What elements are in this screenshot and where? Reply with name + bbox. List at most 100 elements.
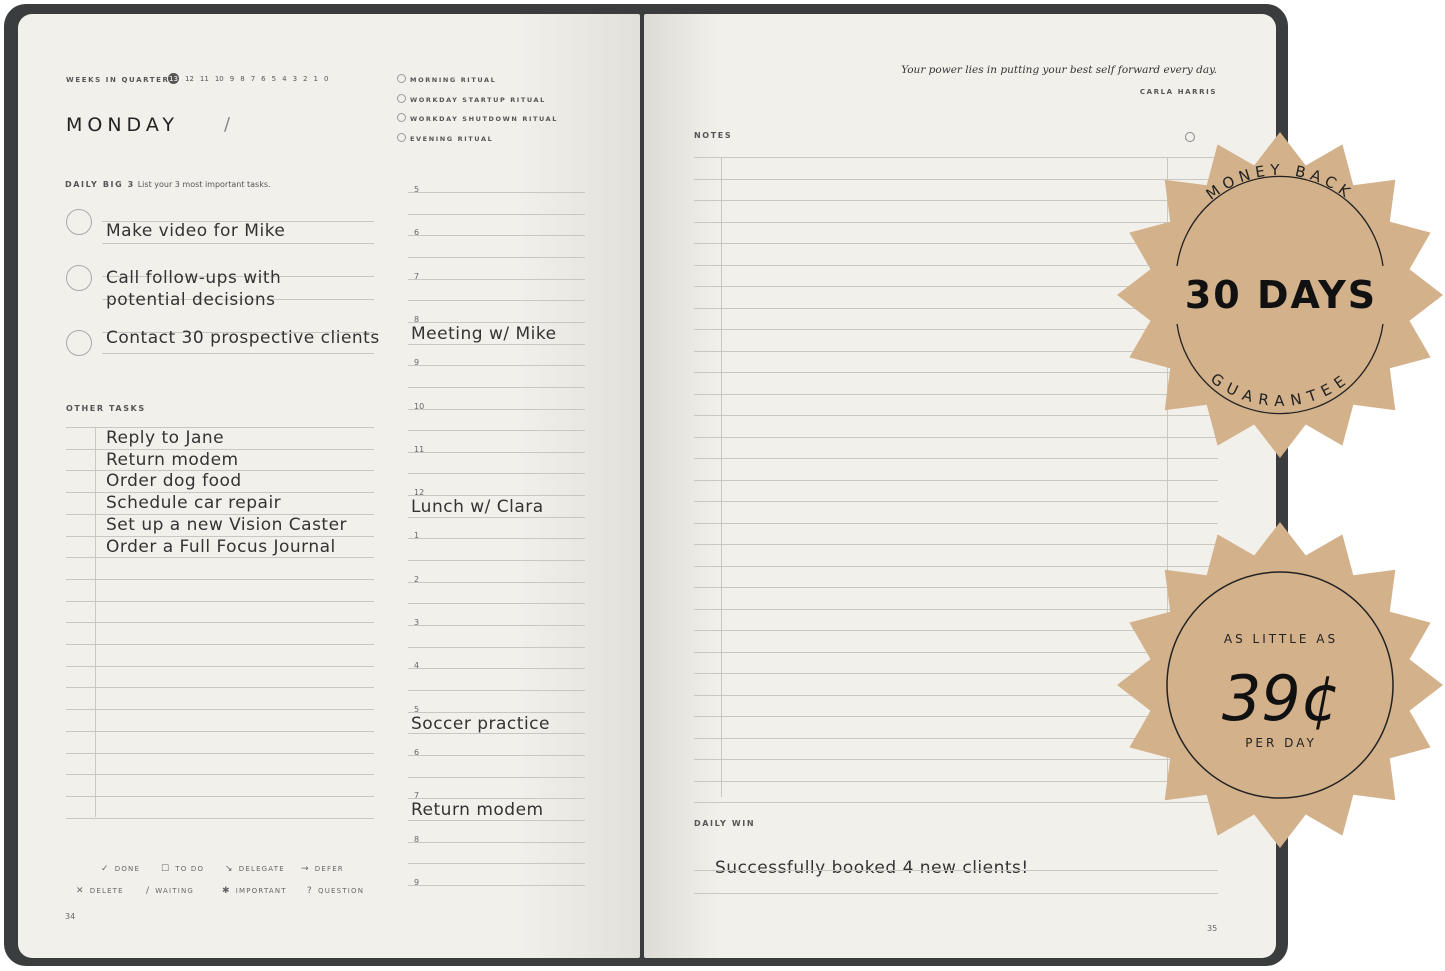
ritual-label: MORNING RITUAL <box>410 76 497 84</box>
daily-win-label: DAILY WIN <box>694 819 756 828</box>
hour-label: 12 <box>414 488 425 498</box>
page-number: 35 <box>1207 924 1218 933</box>
hour-label: 8 <box>414 834 420 844</box>
legend-item: ? QUESTION <box>307 878 364 897</box>
week-number: 11 <box>199 74 209 83</box>
legend-item: ✓ DONE <box>101 856 140 875</box>
ritual-item[interactable]: MORNING RITUAL <box>397 74 558 94</box>
other-task: Set up a new Vision Caster <box>106 514 348 535</box>
big3-task: Call follow-ups with potential decisions <box>106 268 282 310</box>
ritual-label: EVENING RITUAL <box>410 134 494 143</box>
legend-item: ☐ TO DO <box>161 856 204 875</box>
badge-bottom-text: PER DAY <box>1245 736 1317 750</box>
big3-task: Make video for Mike <box>106 221 286 241</box>
week-number: 8 <box>240 74 245 83</box>
week-number: 1 <box>313 74 318 83</box>
week-number: 9 <box>229 74 235 83</box>
hour-label: 10 <box>414 401 425 411</box>
rituals-list: MORNING RITUAL WORKDAY STARTUP RITUAL WORK… <box>397 74 558 152</box>
legend-label: DELETE <box>89 887 124 895</box>
week-number: 2 <box>303 74 308 83</box>
legend-item: ✕ DELETE <box>76 878 124 897</box>
date-separator: / <box>224 114 231 135</box>
price-badge: AS LITTLE AS 39¢ PER DAY <box>1117 522 1443 848</box>
legend-label: QUESTION <box>317 887 365 895</box>
big3-hint: List your 3 most important tasks. <box>137 180 271 189</box>
schedule-entry: Return modem <box>411 800 544 821</box>
hour-label: 7 <box>414 791 420 801</box>
other-task: Schedule car repair <box>106 493 282 514</box>
ritual-label: WORKDAY STARTUP RITUAL <box>410 95 546 104</box>
weeks-label: WEEKS IN QUARTER <box>66 76 170 84</box>
week-number: 3 <box>292 74 298 83</box>
page-number: 34 <box>65 912 76 921</box>
hour-label: 6 <box>414 747 420 757</box>
ritual-label: WORKDAY SHUTDOWN RITUAL <box>410 115 559 123</box>
big3-header: DAILY BIG 3 List your 3 most important t… <box>65 180 271 190</box>
checkbox-circle-icon[interactable] <box>397 74 406 83</box>
week-number: 12 <box>185 74 194 83</box>
legend-item: → DEFER <box>301 856 344 875</box>
checkbox-circle-icon[interactable] <box>397 93 406 103</box>
legend-item: ↘ DELEGATE <box>225 856 285 875</box>
guarantee-badge: MONEY BACK GUARANTEE 30 DAYS <box>1117 132 1443 458</box>
checkbox-circle-icon[interactable] <box>397 113 406 122</box>
hour-label: 1 <box>414 531 420 541</box>
legend-symbol-icon: ✓ <box>101 864 110 874</box>
hour-label: 6 <box>414 228 420 238</box>
week-number: 6 <box>261 74 266 83</box>
badge-starburst <box>1117 132 1443 458</box>
legend-label: IMPORTANT <box>235 887 287 895</box>
ritual-item[interactable]: WORKDAY SHUTDOWN RITUAL <box>397 113 558 133</box>
hour-label: 9 <box>414 877 420 887</box>
other-tasks-label: OTHER TASKS <box>66 404 146 413</box>
big3-checkbox[interactable] <box>66 330 92 356</box>
notes-label: NOTES <box>694 131 733 140</box>
legend-symbol-icon: / <box>146 886 151 896</box>
quote: Your power lies in putting your best sel… <box>901 64 1217 76</box>
other-task: Order a Full Focus Journal <box>106 536 336 557</box>
right-page: Your power lies in putting your best sel… <box>644 14 1276 958</box>
week-number: 0 <box>323 74 329 83</box>
legend-symbol-icon: → <box>301 864 310 874</box>
hour-label: 2 <box>414 574 420 584</box>
other-task: Reply to Jane <box>106 428 225 448</box>
hour-label: 5 <box>414 185 420 194</box>
schedule-entry: Meeting w/ Mike <box>411 323 557 344</box>
legend-item: / WAITING <box>146 878 194 897</box>
badge-main-text: 30 DAYS <box>1185 273 1377 317</box>
legend-symbol-icon: ✕ <box>76 886 85 896</box>
weeks-tracker: 13 12 11 10 9 8 7 6 5 4 3 2 1 0 <box>168 73 328 84</box>
legend-label: DELEGATE <box>238 865 285 873</box>
hour-label: 11 <box>414 444 425 454</box>
legend-symbol-icon: ☐ <box>161 864 171 874</box>
info-icon <box>1185 132 1195 142</box>
hour-label: 3 <box>414 618 420 627</box>
legend-label: WAITING <box>155 887 195 895</box>
legend-symbol-icon: ↘ <box>225 864 234 874</box>
hour-label: 9 <box>414 358 420 368</box>
big3-label: DAILY BIG 3 <box>65 180 135 189</box>
schedule-entry: Lunch w/ Clara <box>411 497 544 518</box>
week-number: 4 <box>282 74 287 83</box>
hour-label: 4 <box>414 661 420 671</box>
ritual-item[interactable]: WORKDAY STARTUP RITUAL <box>397 93 558 114</box>
hour-label: 7 <box>414 271 420 281</box>
week-number: 10 <box>214 74 224 83</box>
big3-checkbox[interactable] <box>66 265 92 291</box>
other-task: Return modem <box>106 449 239 470</box>
legend-symbol-icon: ? <box>307 886 313 896</box>
other-task: Order dog food <box>106 471 242 492</box>
badge-main-text: 39¢ <box>1222 662 1340 735</box>
legend-label: DONE <box>114 865 141 873</box>
hour-label: 5 <box>414 704 420 714</box>
quote-author: CARLA HARRIS <box>1139 88 1217 96</box>
badge-top-text: AS LITTLE AS <box>1224 632 1338 646</box>
schedule-entry: Soccer practice <box>411 713 550 734</box>
ritual-item[interactable]: EVENING RITUAL <box>397 132 558 153</box>
badge-starburst <box>1117 522 1443 848</box>
legend-label: TO DO <box>175 865 205 873</box>
big3-checkbox[interactable] <box>66 209 92 235</box>
checkbox-circle-icon[interactable] <box>397 132 406 142</box>
daily-win-text: Successfully booked 4 new clients! <box>715 858 1029 878</box>
